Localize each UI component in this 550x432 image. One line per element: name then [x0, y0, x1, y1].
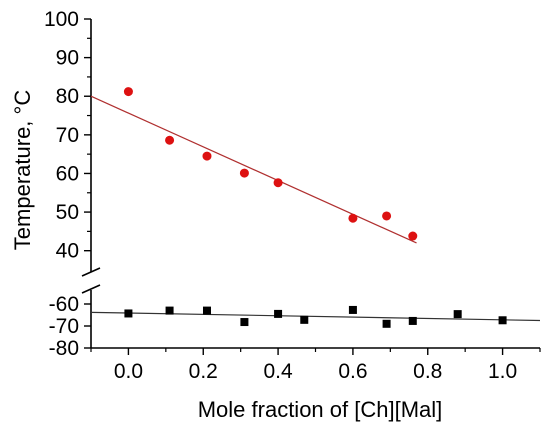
y-tick-label: -70	[49, 315, 79, 338]
data-point-square	[498, 316, 507, 325]
data-points	[123, 87, 507, 328]
x-tick-label: 0.4	[263, 360, 293, 383]
lower-fit-line	[90, 311, 541, 322]
upper-fit-line	[90, 95, 417, 244]
y-tick-label: 90	[56, 47, 79, 70]
data-point-circle	[123, 87, 133, 97]
axis-break-mark-bottom	[81, 284, 101, 294]
data-point-circle	[165, 135, 175, 145]
x-tick-label: 0.8	[413, 360, 442, 383]
x-tick-label: 0.6	[338, 360, 367, 383]
data-point-circle	[202, 151, 212, 161]
x-tick-label: 0.2	[189, 360, 218, 383]
y-axis-label: Temperature, °C	[10, 90, 35, 251]
y-tick-label: -80	[49, 337, 79, 360]
data-point-square	[124, 309, 133, 318]
data-point-square	[240, 318, 249, 327]
data-point-square	[453, 310, 462, 319]
data-point-square	[165, 306, 174, 315]
data-point-circle	[273, 178, 283, 188]
data-point-circle	[408, 231, 418, 241]
data-point-square	[408, 316, 417, 325]
y-tick-label: 40	[56, 240, 79, 263]
data-point-square	[274, 309, 283, 318]
y-tick-label: 70	[56, 124, 79, 147]
data-point-circle	[239, 168, 249, 178]
y-tick-label: 50	[56, 201, 79, 224]
axes: 40 50 60 70 80 90 100 -60-70-80 0.0 0.2 0.4 0.6 0.8 1…	[44, 8, 541, 383]
y-tick-label: 100	[44, 8, 79, 31]
data-point-square	[300, 315, 309, 324]
data-point-square	[348, 305, 357, 314]
data-point-square	[382, 319, 391, 328]
y-tick-label: 60	[56, 162, 79, 185]
y-tick-label: -60	[49, 293, 79, 316]
y-tick-label: 80	[56, 85, 79, 108]
axis-break-mark-top	[81, 267, 101, 277]
x-tick-label: 0.0	[114, 360, 143, 383]
fit-lines	[90, 95, 541, 322]
data-point-circle	[382, 211, 392, 221]
data-point-square	[202, 306, 211, 315]
data-point-circle	[348, 213, 358, 223]
x-tick-label: 1.0	[488, 360, 517, 383]
x-axis-label: Mole fraction of [Ch][Mal]	[198, 397, 443, 422]
